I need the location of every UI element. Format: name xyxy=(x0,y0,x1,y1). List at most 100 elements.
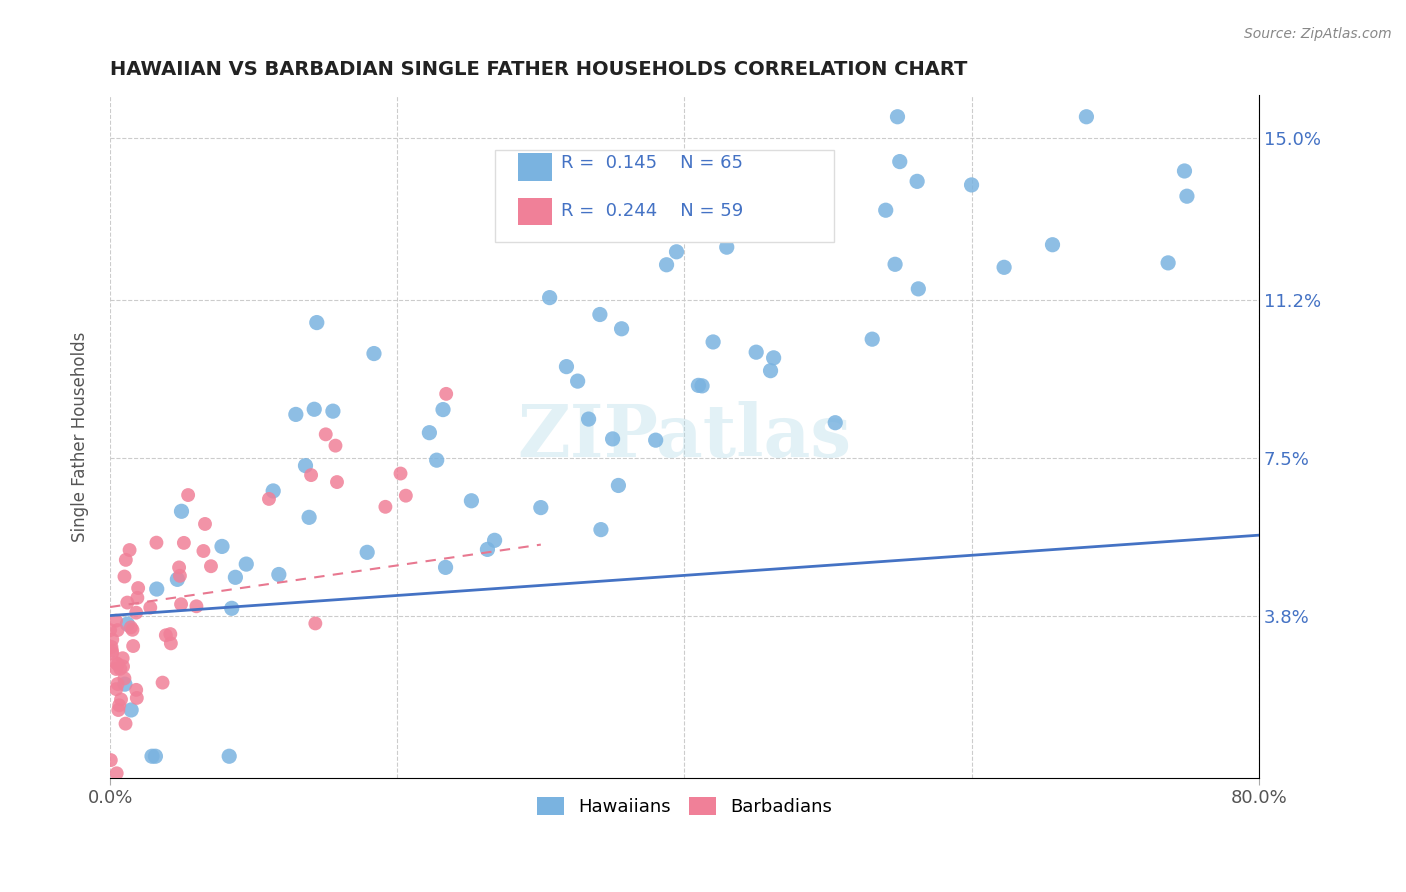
Point xyxy=(1042,237,1064,252)
Point xyxy=(125,682,148,697)
Point xyxy=(762,351,785,365)
Point xyxy=(110,662,132,676)
Text: Source: ZipAtlas.com: Source: ZipAtlas.com xyxy=(1244,27,1392,41)
Point xyxy=(555,359,578,374)
Point xyxy=(139,600,162,615)
Point xyxy=(477,542,499,557)
Point xyxy=(107,657,129,672)
Text: HAWAIIAN VS BARBADIAN SINGLE FATHER HOUSEHOLDS CORRELATION CHART: HAWAIIAN VS BARBADIAN SINGLE FATHER HOUS… xyxy=(110,60,967,78)
Point xyxy=(224,570,246,584)
Point xyxy=(434,560,457,574)
Point xyxy=(688,378,710,392)
Point xyxy=(218,749,240,764)
Text: R =  0.244    N = 59: R = 0.244 N = 59 xyxy=(561,202,744,220)
Point xyxy=(122,639,145,653)
Point xyxy=(145,749,167,764)
Point xyxy=(110,692,132,706)
Point xyxy=(152,675,174,690)
Point xyxy=(567,374,589,388)
Point xyxy=(602,432,624,446)
Point xyxy=(644,433,666,447)
Point xyxy=(326,475,349,489)
Point xyxy=(145,535,167,549)
Point xyxy=(284,408,307,422)
Text: ZIPatlas: ZIPatlas xyxy=(517,401,852,472)
Point xyxy=(302,402,325,417)
Point xyxy=(194,516,217,531)
Point xyxy=(105,656,128,670)
Legend: Hawaiians, Barbadians: Hawaiians, Barbadians xyxy=(530,789,839,823)
Point xyxy=(610,322,633,336)
Point xyxy=(101,646,124,660)
Point xyxy=(121,623,143,637)
Point xyxy=(118,543,141,558)
Point xyxy=(141,749,163,764)
Point xyxy=(907,282,929,296)
Point xyxy=(107,623,129,637)
Point xyxy=(484,533,506,548)
Point xyxy=(114,569,136,583)
Point xyxy=(117,596,139,610)
Point xyxy=(105,614,128,628)
Point xyxy=(294,458,316,473)
Point xyxy=(211,540,233,554)
Point xyxy=(120,703,142,717)
Point xyxy=(299,468,322,483)
Point xyxy=(160,636,183,650)
Y-axis label: Single Father Households: Single Father Households xyxy=(72,331,89,541)
Point xyxy=(193,544,215,558)
Point xyxy=(886,110,908,124)
Point xyxy=(432,402,454,417)
Point xyxy=(460,493,482,508)
Point xyxy=(170,504,193,518)
Point xyxy=(860,332,883,346)
Point xyxy=(170,597,193,611)
Point xyxy=(875,203,897,218)
Point xyxy=(120,620,142,634)
Point xyxy=(824,416,846,430)
Point xyxy=(745,345,768,359)
Point xyxy=(107,677,129,691)
Point xyxy=(578,412,600,426)
Point xyxy=(607,478,630,492)
Point xyxy=(690,379,713,393)
Text: R =  0.145    N = 65: R = 0.145 N = 65 xyxy=(561,154,744,172)
Point xyxy=(101,632,124,647)
Point xyxy=(315,427,337,442)
Point xyxy=(100,640,122,654)
Point xyxy=(166,572,188,586)
Point xyxy=(716,240,738,254)
Point xyxy=(98,623,121,637)
Point xyxy=(100,753,122,767)
Point xyxy=(257,491,280,506)
Point xyxy=(155,628,177,642)
Point xyxy=(114,677,136,691)
Point xyxy=(389,467,412,481)
Point xyxy=(221,601,243,615)
Point xyxy=(702,334,724,349)
Point xyxy=(298,510,321,524)
Point xyxy=(107,703,129,717)
Point xyxy=(356,545,378,559)
Point xyxy=(905,174,928,188)
Point xyxy=(114,553,136,567)
Point xyxy=(1157,256,1180,270)
Point xyxy=(117,617,139,632)
Point xyxy=(759,364,782,378)
Point xyxy=(108,698,131,713)
Point xyxy=(418,425,440,440)
Point xyxy=(434,387,457,401)
Point xyxy=(993,260,1015,275)
Point xyxy=(200,559,222,574)
Point xyxy=(374,500,396,514)
Point xyxy=(177,488,200,502)
Point xyxy=(1076,110,1098,124)
Point xyxy=(395,489,418,503)
Point xyxy=(169,569,191,583)
Point xyxy=(538,291,561,305)
Point xyxy=(304,616,326,631)
Point xyxy=(889,154,911,169)
Point xyxy=(125,690,148,705)
Point xyxy=(112,671,135,685)
Point xyxy=(589,523,612,537)
